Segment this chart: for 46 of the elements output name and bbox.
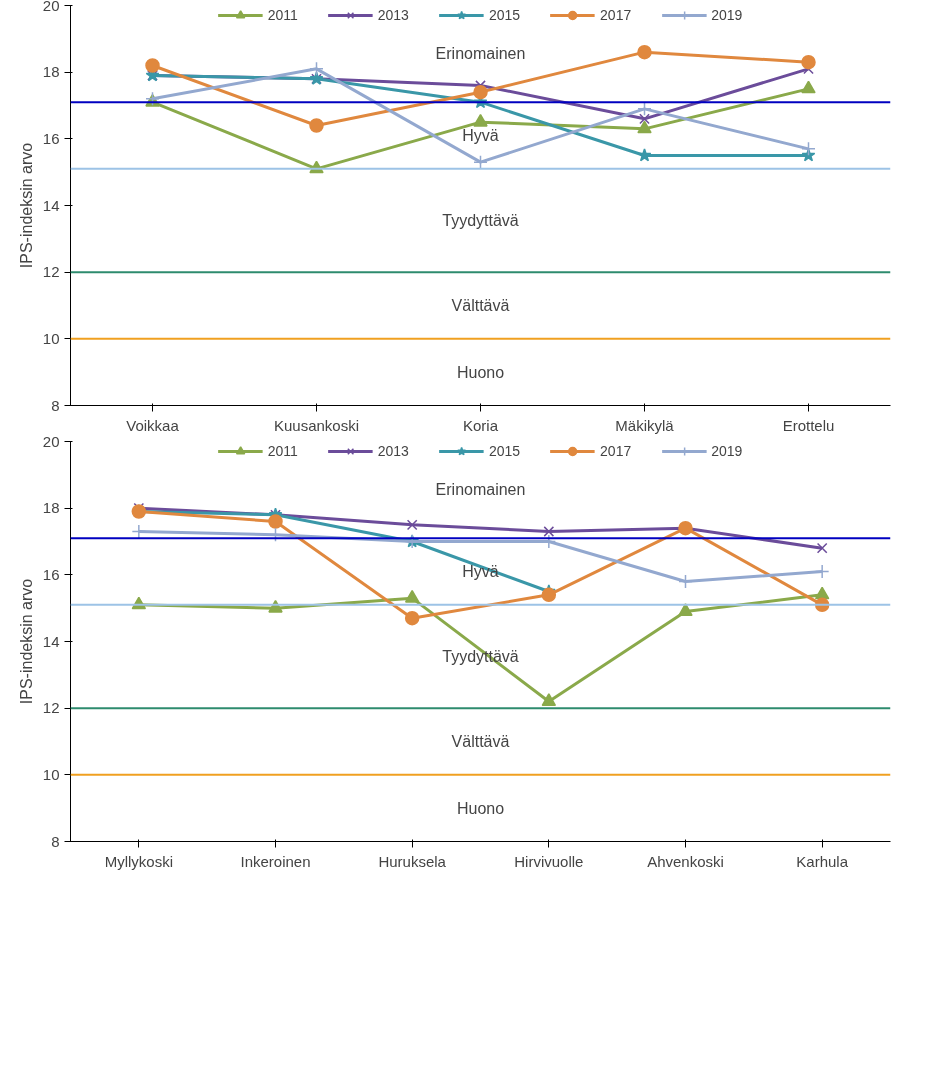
legend-label: 2013	[377, 7, 409, 23]
y-tick-label: 18	[42, 63, 60, 81]
legend-label: 2011	[267, 7, 298, 23]
y-tick-label: 8	[51, 832, 60, 850]
annotation: Erinomainen	[435, 481, 526, 499]
legend-label: 2015	[488, 7, 521, 23]
x-tick-label: Kuusankoski	[273, 416, 360, 434]
annotation: Välttävä	[451, 733, 510, 750]
legend-label: 2011	[267, 443, 298, 459]
annotation: Hyvä	[462, 127, 499, 144]
x-tick-label: Erottelu	[782, 416, 835, 434]
legend-label: 2017	[600, 443, 632, 459]
y-axis-title: IPS-indeksin arvo	[17, 142, 35, 269]
annotation: Tyydyttävä	[442, 212, 519, 229]
x-tick-label: Ahvenkoski	[647, 852, 724, 870]
annotation: Huono	[456, 363, 505, 381]
legend-label: 2015	[488, 443, 521, 459]
x-tick-label: Karhula	[796, 852, 849, 870]
x-tick-label: Inkeroinen	[240, 852, 311, 870]
annotation: Erinomainen	[435, 45, 526, 63]
x-tick-label: Huruksela	[378, 852, 447, 870]
y-axis-title: IPS-indeksin arvo	[17, 578, 35, 705]
y-tick-label: 20	[42, 432, 60, 450]
y-tick-label: 18	[42, 499, 60, 517]
y-tick-label: 10	[42, 765, 60, 783]
legend-label: 2013	[377, 443, 409, 459]
x-tick-label: Voikkaa	[126, 416, 180, 434]
y-tick-label: 10	[42, 329, 60, 347]
x-tick-label: Koria	[462, 416, 499, 434]
y-tick-label: 16	[42, 129, 60, 147]
y-tick-label: 12	[42, 699, 60, 717]
y-tick-label: 16	[42, 565, 60, 583]
y-tick-label: 20	[42, 0, 60, 14]
annotation: Välttävä	[451, 297, 510, 314]
y-tick-label: 14	[42, 632, 60, 650]
y-tick-label: 12	[42, 263, 60, 281]
x-tick-label: Myllykoski	[104, 852, 174, 870]
legend-label: 2019	[711, 443, 743, 459]
legend-label: 2017	[600, 7, 632, 23]
x-tick-label: Hirvivuolle	[514, 852, 584, 870]
legend-label: 2019	[711, 7, 743, 23]
annotation: Huono	[456, 799, 505, 817]
x-tick-label: Mäkikylä	[615, 416, 675, 434]
y-tick-label: 14	[42, 196, 60, 214]
annotation: Hyvä	[462, 563, 499, 580]
y-tick-label: 8	[51, 396, 60, 414]
